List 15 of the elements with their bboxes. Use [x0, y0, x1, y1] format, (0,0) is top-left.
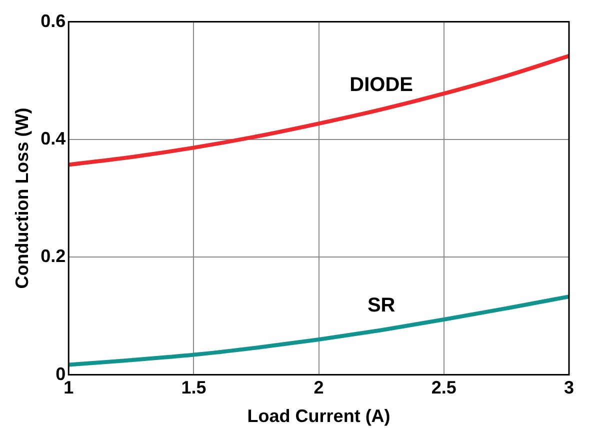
- y-tick-label: 0.2: [40, 246, 66, 266]
- line-series: [68, 294, 569, 367]
- series-label: DIODE: [350, 74, 414, 96]
- x-tick-label: 1: [64, 378, 74, 398]
- y-tick-label: 0: [56, 364, 66, 384]
- y-tick-label: 0.4: [40, 128, 66, 148]
- x-tick-label: 2.5: [431, 378, 456, 398]
- x-tick-label: 3: [564, 378, 574, 398]
- x-tick-label: 2: [314, 378, 324, 398]
- series-label: SR: [367, 294, 396, 317]
- y-axis-title: Conduction Loss (W): [12, 108, 32, 289]
- line-series: [68, 54, 569, 167]
- x-tick-label: 1.5: [181, 378, 206, 398]
- x-axis-title: Load Current (A): [247, 406, 390, 426]
- y-tick-label: 0.6: [40, 10, 66, 31]
